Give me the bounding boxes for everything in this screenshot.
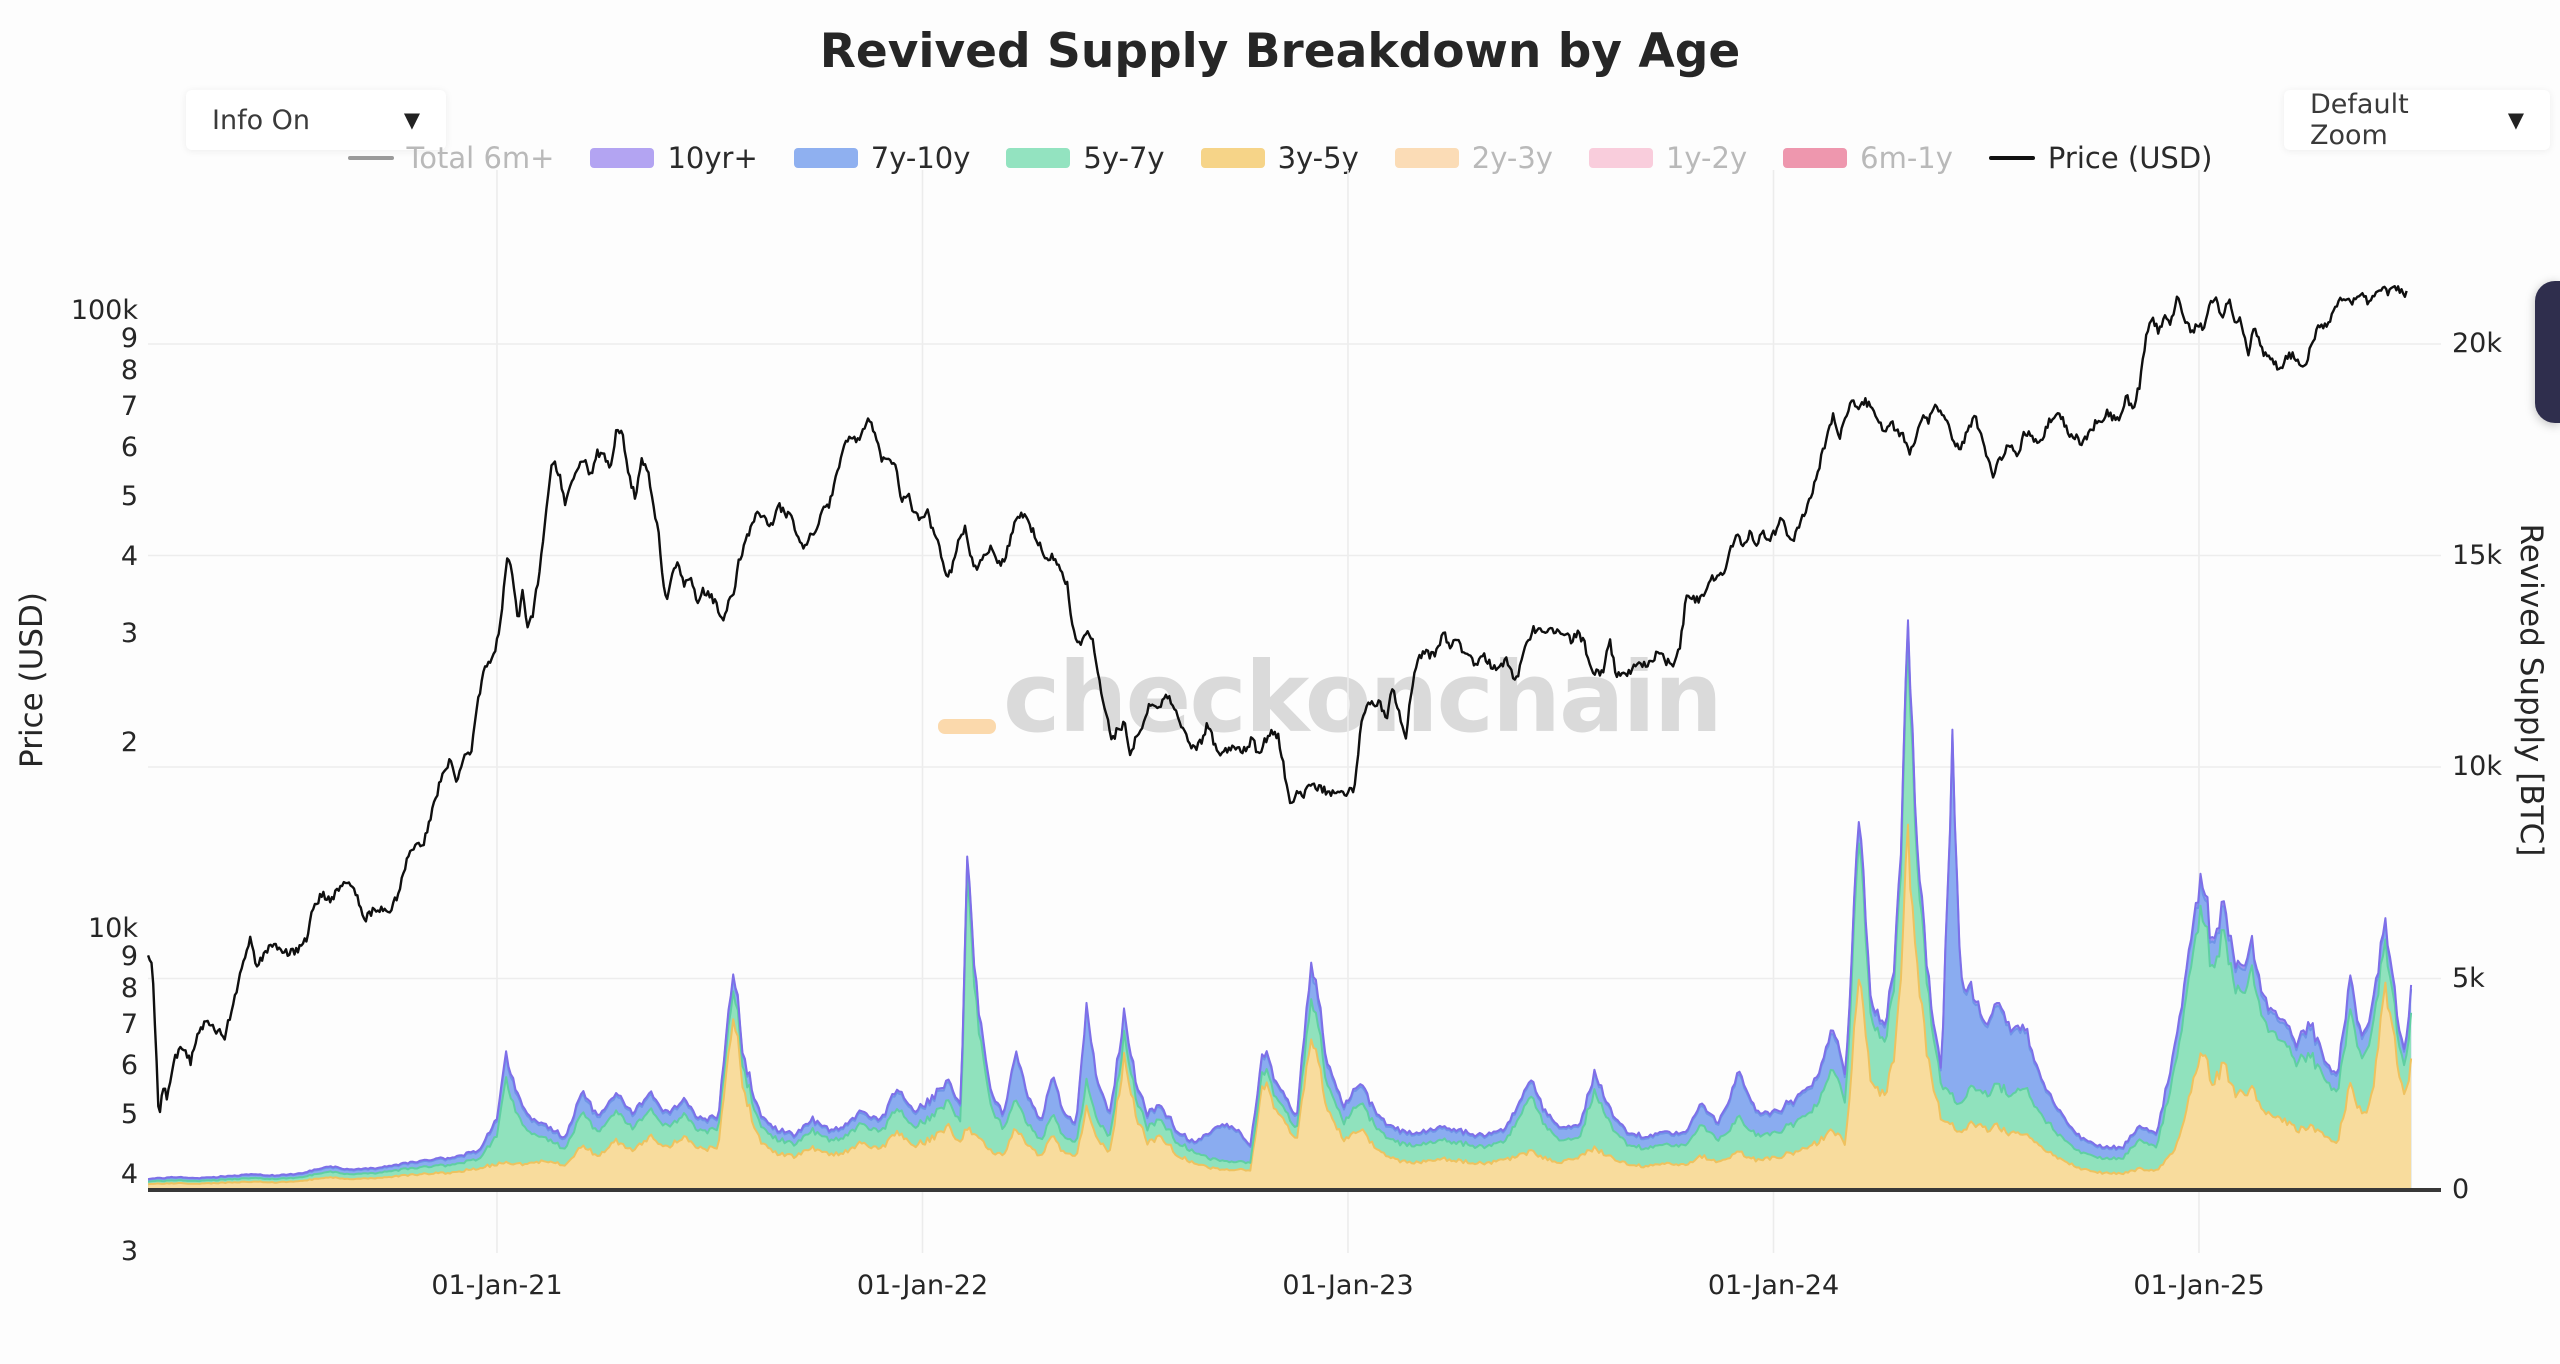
legend-item-2y-3y[interactable]: 2y-3y <box>1394 141 1553 175</box>
legend-item-label: 3y-5y <box>1277 141 1359 175</box>
area-edge-3y-5y <box>147 823 2413 1186</box>
legend-item-label: 2y-3y <box>1471 141 1553 175</box>
legend-box-swatch-icon <box>1394 148 1459 168</box>
legend-line-swatch-icon <box>347 156 394 160</box>
legend-item-total-6m-[interactable]: Total 6m+ <box>347 141 555 175</box>
legend-box-swatch-icon <box>793 148 858 168</box>
area-edge-10yr+ <box>147 619 2413 1181</box>
legend-item-1y-2y[interactable]: 1y-2y <box>1588 141 1748 175</box>
legend-item-10yr-[interactable]: 10yr+ <box>590 141 758 175</box>
area-3y-5y <box>148 824 2412 1190</box>
zoom-preset-label: Default Zoom <box>2310 89 2409 151</box>
zoom-preset-dropdown[interactable]: Default Zoom ▼ <box>2284 89 2550 151</box>
legend-item-label: 6m-1y <box>1860 141 1953 175</box>
legend-box-swatch-icon <box>1006 148 1071 168</box>
legend-box-swatch-icon <box>1200 148 1265 168</box>
price-line <box>146 285 2408 1114</box>
legend-line-swatch-icon <box>1988 156 2035 160</box>
area-5y-7y <box>148 642 2412 1190</box>
legend-item-price-usd-[interactable]: Price (USD) <box>1988 141 2213 175</box>
chevron-down-icon: ▼ <box>403 108 420 132</box>
info-toggle-label: Info On <box>212 104 311 136</box>
side-panel-tab[interactable] <box>2535 281 2560 423</box>
legend-item-label: 5y-7y <box>1083 141 1165 175</box>
chevron-down-icon: ▼ <box>2507 108 2524 132</box>
info-toggle-dropdown[interactable]: Info On ▼ <box>186 90 446 150</box>
legend-item-label: Price (USD) <box>2047 141 2213 175</box>
legend-item-label: 1y-2y <box>1665 141 1748 175</box>
legend: Total 6m+ 10yr+ 7y-10y 5y-7y 3y-5y 2y-3y 1y-2y… <box>0 141 2560 175</box>
legend-item-label: 10yr+ <box>667 141 758 175</box>
legend-box-swatch-icon <box>1588 148 1653 168</box>
legend-box-swatch-icon <box>590 148 655 168</box>
page-title: Revived Supply Breakdown by Age <box>819 24 1741 79</box>
legend-item-6m-1y[interactable]: 6m-1y <box>1783 141 1953 175</box>
legend-item-label: 7y-10y <box>870 141 971 175</box>
area-edge-5y-7y <box>147 641 2413 1183</box>
legend-item-7y-10y[interactable]: 7y-10y <box>793 141 971 175</box>
legend-item-3y-5y[interactable]: 3y-5y <box>1200 141 1359 175</box>
legend-item-5y-7y[interactable]: 5y-7y <box>1006 141 1165 175</box>
legend-box-swatch-icon <box>1783 148 1848 168</box>
legend-item-label: Total 6m+ <box>406 141 555 175</box>
